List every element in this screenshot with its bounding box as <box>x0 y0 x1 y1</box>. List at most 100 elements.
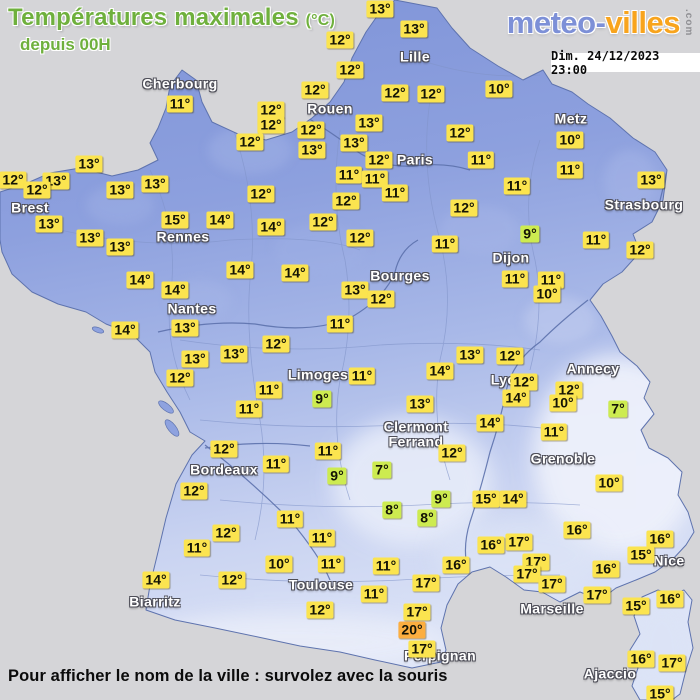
temp-label[interactable]: 11° <box>537 271 565 289</box>
temp-label[interactable]: 10° <box>549 394 577 412</box>
temp-label[interactable]: 11° <box>360 585 388 603</box>
temp-label[interactable]: 7° <box>372 461 392 479</box>
temp-label[interactable]: 12° <box>166 369 194 387</box>
temp-label[interactable]: 12° <box>309 213 337 231</box>
temp-label[interactable]: 11° <box>556 161 584 179</box>
temp-label[interactable]: 16° <box>656 590 684 608</box>
temp-label[interactable]: 13° <box>355 114 383 132</box>
temp-label[interactable]: 10° <box>556 131 584 149</box>
temp-label[interactable]: 9° <box>327 467 347 485</box>
temp-label[interactable]: 13° <box>400 20 428 38</box>
temp-label[interactable]: 16° <box>563 521 591 539</box>
temp-label[interactable]: 13° <box>141 175 169 193</box>
temp-label[interactable]: 20° <box>398 621 426 639</box>
temp-label[interactable]: 13° <box>106 181 134 199</box>
temp-label[interactable]: 12° <box>297 121 325 139</box>
temp-label[interactable]: 13° <box>171 319 199 337</box>
temp-label[interactable]: 13° <box>220 345 248 363</box>
temp-label[interactable]: 10° <box>485 80 513 98</box>
temp-label[interactable]: 14° <box>281 264 309 282</box>
temp-label[interactable]: 12° <box>180 482 208 500</box>
temp-label[interactable]: 16° <box>592 560 620 578</box>
temp-label[interactable]: 12° <box>0 171 27 189</box>
temp-label[interactable]: 17° <box>583 586 611 604</box>
temp-label[interactable]: 13° <box>181 350 209 368</box>
temp-label[interactable]: 11° <box>308 529 336 547</box>
temp-label[interactable]: 12° <box>365 151 393 169</box>
temp-label[interactable]: 11° <box>361 170 389 188</box>
temp-label[interactable]: 13° <box>406 395 434 413</box>
temp-label[interactable]: 12° <box>450 199 478 217</box>
temp-label[interactable]: 11° <box>372 557 400 575</box>
temp-label[interactable]: 12° <box>555 381 583 399</box>
temp-label[interactable]: 12° <box>262 335 290 353</box>
temp-label[interactable]: 11° <box>276 510 304 528</box>
temp-label[interactable]: 11° <box>582 231 610 249</box>
temp-label[interactable]: 10° <box>595 474 623 492</box>
temp-label[interactable]: 7° <box>608 400 628 418</box>
temp-label[interactable]: 13° <box>637 171 665 189</box>
temp-label[interactable]: 11° <box>540 423 568 441</box>
temp-label[interactable]: 12° <box>626 241 654 259</box>
temp-label[interactable]: 9° <box>312 390 332 408</box>
temp-label[interactable]: 10° <box>533 285 561 303</box>
temp-label[interactable]: 16° <box>646 530 674 548</box>
temp-label[interactable]: 11° <box>317 555 345 573</box>
temp-label[interactable]: 11° <box>326 315 354 333</box>
temp-label[interactable]: 12° <box>381 84 409 102</box>
temp-label[interactable]: 17° <box>513 565 541 583</box>
temp-label[interactable]: 13° <box>35 215 63 233</box>
temp-label[interactable]: 13° <box>75 155 103 173</box>
temp-label[interactable]: 17° <box>408 640 436 658</box>
temp-label[interactable]: 11° <box>183 539 211 557</box>
temp-label[interactable]: 12° <box>417 85 445 103</box>
temp-label[interactable]: 12° <box>210 440 238 458</box>
temp-label[interactable]: 12° <box>247 185 275 203</box>
temp-label[interactable]: 12° <box>336 61 364 79</box>
temp-label[interactable]: 11° <box>501 270 529 288</box>
temp-label[interactable]: 12° <box>438 444 466 462</box>
temp-label[interactable]: 11° <box>166 95 194 113</box>
temp-label[interactable]: 15° <box>161 211 189 229</box>
temp-label[interactable]: 12° <box>306 601 334 619</box>
temp-label[interactable]: 12° <box>510 373 538 391</box>
temp-label[interactable]: 12° <box>212 524 240 542</box>
temp-label[interactable]: 13° <box>106 238 134 256</box>
temp-label[interactable]: 11° <box>255 381 283 399</box>
temp-label[interactable]: 17° <box>412 574 440 592</box>
temp-label[interactable]: 11° <box>314 442 342 460</box>
temp-label[interactable]: 13° <box>340 134 368 152</box>
france-landmass[interactable] <box>0 0 695 669</box>
temp-label[interactable]: 12° <box>257 116 285 134</box>
meteo-villes-logo[interactable]: meteo-villes .com <box>507 5 694 41</box>
temp-label[interactable]: 14° <box>142 571 170 589</box>
temp-label[interactable]: 13° <box>366 0 394 18</box>
temp-label[interactable]: 12° <box>257 101 285 119</box>
temp-label[interactable]: 12° <box>301 81 329 99</box>
temp-label[interactable]: 11° <box>262 455 290 473</box>
temp-label[interactable]: 15° <box>622 597 650 615</box>
temp-label[interactable]: 12° <box>446 124 474 142</box>
temp-label[interactable]: 15° <box>646 685 674 700</box>
temp-label[interactable]: 14° <box>499 490 527 508</box>
temp-label[interactable]: 11° <box>381 184 409 202</box>
temp-label[interactable]: 17° <box>538 575 566 593</box>
temp-label[interactable]: 12° <box>236 133 264 151</box>
temp-label[interactable]: 11° <box>503 177 531 195</box>
temp-label[interactable]: 12° <box>23 181 51 199</box>
temp-label[interactable]: 14° <box>161 281 189 299</box>
temp-label[interactable]: 12° <box>496 347 524 365</box>
temp-label[interactable]: 12° <box>332 192 360 210</box>
temp-label[interactable]: 12° <box>346 229 374 247</box>
temp-label[interactable]: 16° <box>477 536 505 554</box>
temp-label[interactable]: 14° <box>257 218 285 236</box>
temp-label[interactable]: 9° <box>520 225 540 243</box>
temp-label[interactable]: 10° <box>265 555 293 573</box>
temp-label[interactable]: 9° <box>431 490 451 508</box>
temp-label[interactable]: 16° <box>442 556 470 574</box>
temp-label[interactable]: 8° <box>382 501 402 519</box>
temp-label[interactable]: 15° <box>627 546 655 564</box>
temp-label[interactable]: 8° <box>417 509 437 527</box>
temp-label[interactable]: 17° <box>403 603 431 621</box>
